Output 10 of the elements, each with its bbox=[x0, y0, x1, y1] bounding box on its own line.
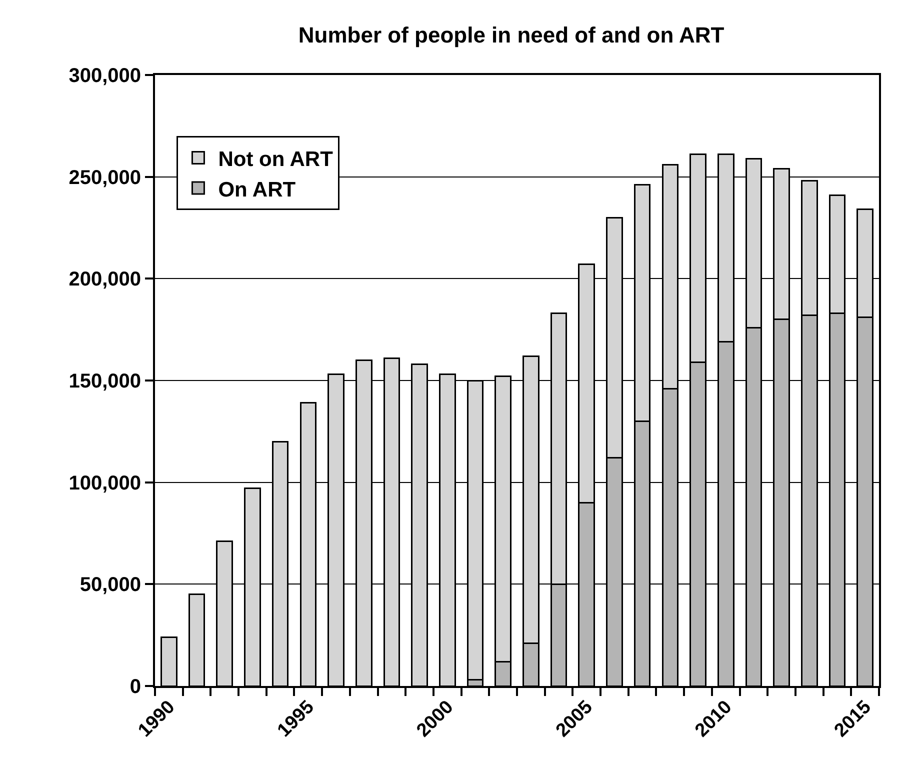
legend-label: Not on ART bbox=[218, 148, 334, 171]
y-tick-label: 250,000 bbox=[68, 166, 141, 189]
y-tick-label: 150,000 bbox=[68, 370, 141, 392]
y-tick-label: 100,000 bbox=[68, 472, 141, 494]
legend-label: On ART bbox=[218, 178, 296, 202]
y-tick-label: 50,000 bbox=[80, 574, 141, 596]
y-tick-label: 300,000 bbox=[68, 65, 141, 87]
y-tick-label: 200,000 bbox=[68, 268, 141, 291]
y-tick-label: 0 bbox=[130, 676, 141, 698]
chart-title: Number of people in need of and on ART bbox=[298, 22, 725, 48]
